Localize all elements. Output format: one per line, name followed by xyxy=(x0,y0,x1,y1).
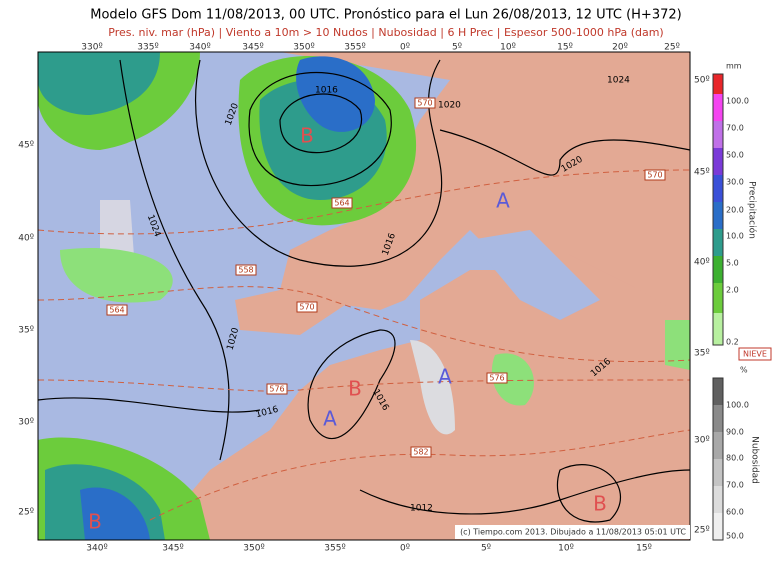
right-latitudes: 50º 45º 40º 35º 30º 25º xyxy=(694,76,710,536)
latitude-label: 30º xyxy=(18,418,34,428)
longitude-label: 355º xyxy=(324,544,345,554)
longitude-label: 25º xyxy=(664,43,680,53)
legend-label: 0.2 xyxy=(726,338,739,347)
longitude-label: 10º xyxy=(500,43,516,53)
subtitle: Pres. niv. mar (hPa) | Viento a 10m > 10… xyxy=(108,26,663,39)
thickness-label: 570 xyxy=(417,99,432,108)
legend-label: 70.0 xyxy=(726,124,744,133)
longitude-label: 350º xyxy=(293,43,314,53)
latitude-label: 45º xyxy=(694,168,710,178)
low-center: B xyxy=(593,492,607,516)
longitude-label: 15º xyxy=(636,544,652,554)
latitude-label: 45º xyxy=(18,141,34,151)
thickness-label: 576 xyxy=(489,374,504,383)
low-center: B xyxy=(348,377,362,401)
isobar-label: 1016 xyxy=(315,86,338,96)
legend-label: 70.0 xyxy=(726,481,744,490)
snow-label: NIEVE xyxy=(743,350,767,359)
legend-label: 20.0 xyxy=(726,206,744,215)
legend-label: 90.0 xyxy=(726,428,744,437)
legend-title: Nubosidad xyxy=(750,436,760,484)
thickness-label: 564 xyxy=(109,306,124,315)
legend-label: 2.0 xyxy=(726,286,739,295)
thickness-label: 570 xyxy=(647,171,662,180)
latitude-label: 50º xyxy=(694,76,710,86)
longitude-label: 355º xyxy=(344,43,365,53)
legend-label: 80.0 xyxy=(726,454,744,463)
longitude-label: 20º xyxy=(612,43,628,53)
left-latitudes: 45º 40º 35º 30º 25º xyxy=(18,141,34,518)
longitude-label: 345º xyxy=(162,544,183,554)
precipitation-legend: mm 100.0 70.0 50.0 30.0 20.0 10.0 5.0 2.… xyxy=(712,62,758,347)
longitude-label: 0º xyxy=(400,544,410,554)
isobar-label: 1020 xyxy=(438,101,461,111)
isobar-label: 1024 xyxy=(607,76,630,86)
low-center: B xyxy=(300,124,314,148)
high-center: A xyxy=(438,365,452,389)
title: Modelo GFS Dom 11/08/2013, 00 UTC. Pronó… xyxy=(90,8,681,23)
thickness-labels: 570 564 558 564 570 576 576 582 570 xyxy=(106,97,666,458)
legend-unit: mm xyxy=(726,62,742,71)
longitude-label: 0º xyxy=(400,43,410,53)
longitude-label: 340º xyxy=(189,43,210,53)
latitude-label: 35º xyxy=(18,326,34,336)
map xyxy=(37,51,691,541)
thickness-label: 558 xyxy=(238,266,253,275)
legend-label: 50.0 xyxy=(726,532,744,541)
latitude-label: 35º xyxy=(694,349,710,359)
thickness-label: 564 xyxy=(334,199,349,208)
thickness-label: 576 xyxy=(269,385,284,394)
isobar-label: 1012 xyxy=(410,504,433,514)
legend-title: Precipitación xyxy=(747,181,758,239)
longitude-label: 335º xyxy=(137,43,158,53)
latitude-label: 30º xyxy=(694,436,710,446)
longitude-label: 345º xyxy=(242,43,263,53)
thickness-label: 570 xyxy=(299,303,314,312)
longitude-label: 330º xyxy=(81,43,102,53)
longitude-label: 5º xyxy=(452,43,462,53)
legend-label: 60.0 xyxy=(726,508,744,517)
pressure-centers: B A B A A B B xyxy=(88,124,607,534)
cloud-legend: NIEVE % 100.0 90.0 80.0 70.0 60.0 50.0 N… xyxy=(712,347,772,541)
high-center: A xyxy=(323,407,337,431)
bottom-longitudes: 340º 345º 350º 355º 0º 5º 10º 15º xyxy=(86,544,652,554)
low-center: B xyxy=(88,510,102,534)
longitude-label: 340º xyxy=(86,544,107,554)
latitude-label: 25º xyxy=(18,508,34,518)
thickness-label: 582 xyxy=(413,448,428,457)
latitude-label: 40º xyxy=(18,234,34,244)
legend-label: 10.0 xyxy=(726,232,744,241)
longitude-label: 350º xyxy=(243,544,264,554)
credit: (c) Tiempo.com 2013. Dibujado a 11/08/20… xyxy=(460,528,686,537)
top-longitudes: 330º 335º 340º 345º 350º 355º 0º 5º 10º … xyxy=(81,43,680,53)
latitude-label: 40º xyxy=(694,258,710,268)
credit-box xyxy=(455,525,690,539)
high-center: A xyxy=(496,189,510,213)
legend-label: 5.0 xyxy=(726,259,739,268)
latitude-label: 25º xyxy=(694,526,710,536)
longitude-label: 15º xyxy=(557,43,573,53)
legend-label: 50.0 xyxy=(726,151,744,160)
legend-label: 100.0 xyxy=(726,97,749,106)
legend-label: 100.0 xyxy=(726,401,749,410)
longitude-label: 10º xyxy=(558,544,574,554)
longitude-label: 5º xyxy=(481,544,491,554)
legend-label: 30.0 xyxy=(726,178,744,187)
legend-unit: % xyxy=(740,366,748,375)
